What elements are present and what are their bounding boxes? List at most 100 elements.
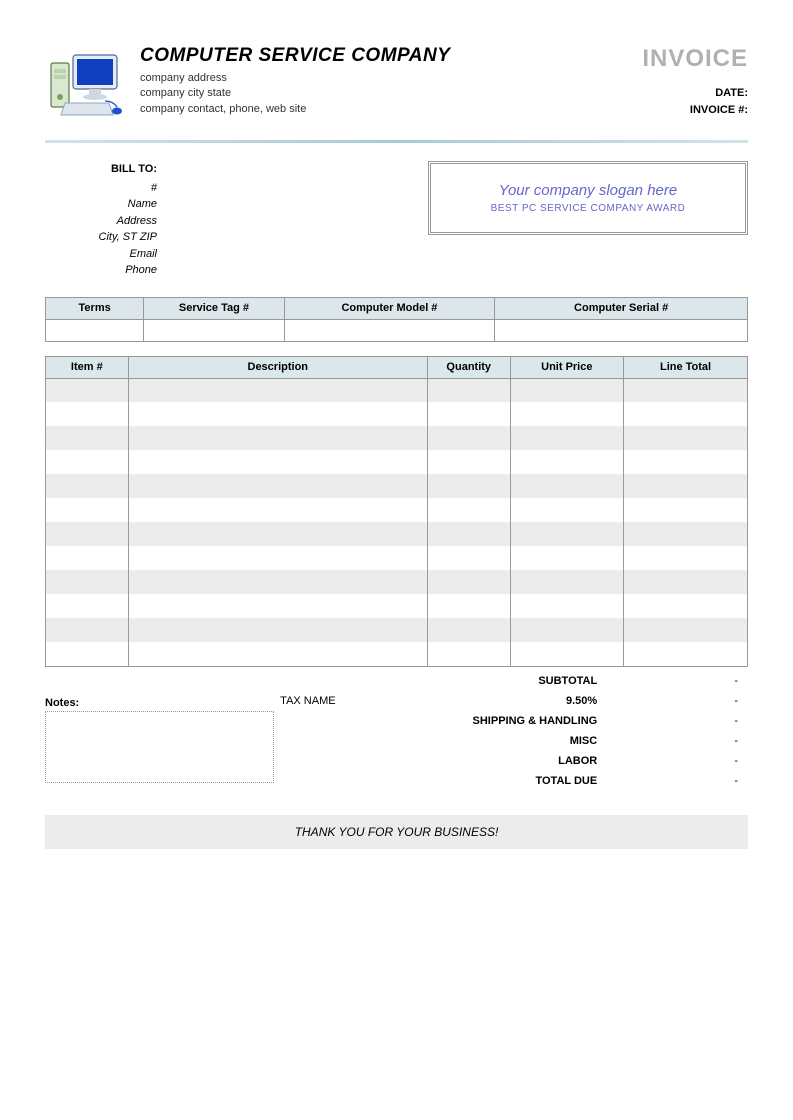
notes-label: Notes: xyxy=(45,697,274,709)
table-row xyxy=(46,402,748,426)
item-cell[interactable] xyxy=(46,426,129,450)
items-header-item: Item # xyxy=(46,356,129,378)
company-logo xyxy=(45,45,125,125)
item-cell[interactable] xyxy=(128,450,427,474)
item-cell[interactable] xyxy=(46,522,129,546)
item-cell[interactable] xyxy=(128,546,427,570)
item-cell[interactable] xyxy=(510,642,624,666)
item-cell[interactable] xyxy=(510,522,624,546)
item-cell[interactable] xyxy=(510,594,624,618)
subtotal-value: - xyxy=(603,671,748,691)
item-cell[interactable] xyxy=(128,642,427,666)
table-row xyxy=(46,426,748,450)
item-cell[interactable] xyxy=(427,474,510,498)
item-cell[interactable] xyxy=(510,378,624,402)
item-cell[interactable] xyxy=(624,378,748,402)
item-cell[interactable] xyxy=(46,618,129,642)
notes-box[interactable] xyxy=(45,711,274,783)
meta-header-terms: Terms xyxy=(46,297,144,319)
item-cell[interactable] xyxy=(46,474,129,498)
header: COMPUTER SERVICE COMPANY company address… xyxy=(45,45,748,125)
item-cell[interactable] xyxy=(128,498,427,522)
item-cell[interactable] xyxy=(510,498,624,522)
billto-block: BILL TO: # Name Address City, ST ZIP Ema… xyxy=(45,161,165,279)
misc-label: MISC xyxy=(366,731,603,751)
item-cell[interactable] xyxy=(427,570,510,594)
item-cell[interactable] xyxy=(128,426,427,450)
item-cell[interactable] xyxy=(427,378,510,402)
item-cell[interactable] xyxy=(46,450,129,474)
items-header-line-total: Line Total xyxy=(624,356,748,378)
total-due-value: - xyxy=(603,771,748,791)
item-cell[interactable] xyxy=(510,474,624,498)
slogan-main: Your company slogan here xyxy=(441,182,735,199)
item-cell[interactable] xyxy=(46,594,129,618)
item-cell[interactable] xyxy=(128,570,427,594)
item-cell[interactable] xyxy=(46,402,129,426)
item-cell[interactable] xyxy=(510,570,624,594)
item-cell[interactable] xyxy=(624,522,748,546)
item-cell[interactable] xyxy=(128,378,427,402)
item-cell[interactable] xyxy=(427,546,510,570)
item-cell[interactable] xyxy=(427,450,510,474)
subtotal-label: SUBTOTAL xyxy=(366,671,603,691)
item-cell[interactable] xyxy=(510,426,624,450)
meta-cell-model[interactable] xyxy=(284,319,495,341)
invoice-number-label: INVOICE #: xyxy=(642,102,748,119)
item-cell[interactable] xyxy=(427,618,510,642)
items-header-unit-price: Unit Price xyxy=(510,356,624,378)
item-cell[interactable] xyxy=(510,450,624,474)
item-cell[interactable] xyxy=(624,618,748,642)
item-cell[interactable] xyxy=(46,378,129,402)
item-cell[interactable] xyxy=(624,426,748,450)
item-cell[interactable] xyxy=(427,522,510,546)
tax-label: TAX NAME xyxy=(274,691,366,711)
item-cell[interactable] xyxy=(624,402,748,426)
meta-cell-terms[interactable] xyxy=(46,319,144,341)
billto-city: City, ST ZIP xyxy=(45,229,157,246)
billto-address: Address xyxy=(45,213,157,230)
table-row xyxy=(46,618,748,642)
tax-value: - xyxy=(603,691,748,711)
item-cell[interactable] xyxy=(624,450,748,474)
item-cell[interactable] xyxy=(510,618,624,642)
item-cell[interactable] xyxy=(624,498,748,522)
item-cell[interactable] xyxy=(427,402,510,426)
item-cell[interactable] xyxy=(128,522,427,546)
shipping-label: SHIPPING & HANDLING xyxy=(366,711,603,731)
item-cell[interactable] xyxy=(624,594,748,618)
item-cell[interactable] xyxy=(128,474,427,498)
item-cell[interactable] xyxy=(46,642,129,666)
table-row xyxy=(46,522,748,546)
item-cell[interactable] xyxy=(46,546,129,570)
billto-name: Name xyxy=(45,196,157,213)
total-due-label: TOTAL DUE xyxy=(366,771,603,791)
meta-header-serial: Computer Serial # xyxy=(495,297,748,319)
item-cell[interactable] xyxy=(128,618,427,642)
table-row xyxy=(46,594,748,618)
misc-value: - xyxy=(603,731,748,751)
item-cell[interactable] xyxy=(624,546,748,570)
item-cell[interactable] xyxy=(624,474,748,498)
item-cell[interactable] xyxy=(427,426,510,450)
shipping-value: - xyxy=(603,711,748,731)
item-cell[interactable] xyxy=(427,594,510,618)
item-cell[interactable] xyxy=(46,498,129,522)
meta-cell-serial[interactable] xyxy=(495,319,748,341)
item-cell[interactable] xyxy=(510,402,624,426)
item-cell[interactable] xyxy=(427,498,510,522)
table-row xyxy=(46,450,748,474)
item-cell[interactable] xyxy=(46,570,129,594)
item-cell[interactable] xyxy=(128,594,427,618)
slogan-box: Your company slogan here BEST PC SERVICE… xyxy=(428,161,748,235)
item-cell[interactable] xyxy=(427,642,510,666)
item-cell[interactable] xyxy=(624,642,748,666)
item-cell[interactable] xyxy=(128,402,427,426)
items-table: Item # Description Quantity Unit Price L… xyxy=(45,356,748,667)
meta-cell-service-tag[interactable] xyxy=(144,319,284,341)
meta-table: Terms Service Tag # Computer Model # Com… xyxy=(45,297,748,342)
item-cell[interactable] xyxy=(510,546,624,570)
date-label: DATE: xyxy=(642,85,748,102)
item-cell[interactable] xyxy=(624,570,748,594)
items-header-quantity: Quantity xyxy=(427,356,510,378)
